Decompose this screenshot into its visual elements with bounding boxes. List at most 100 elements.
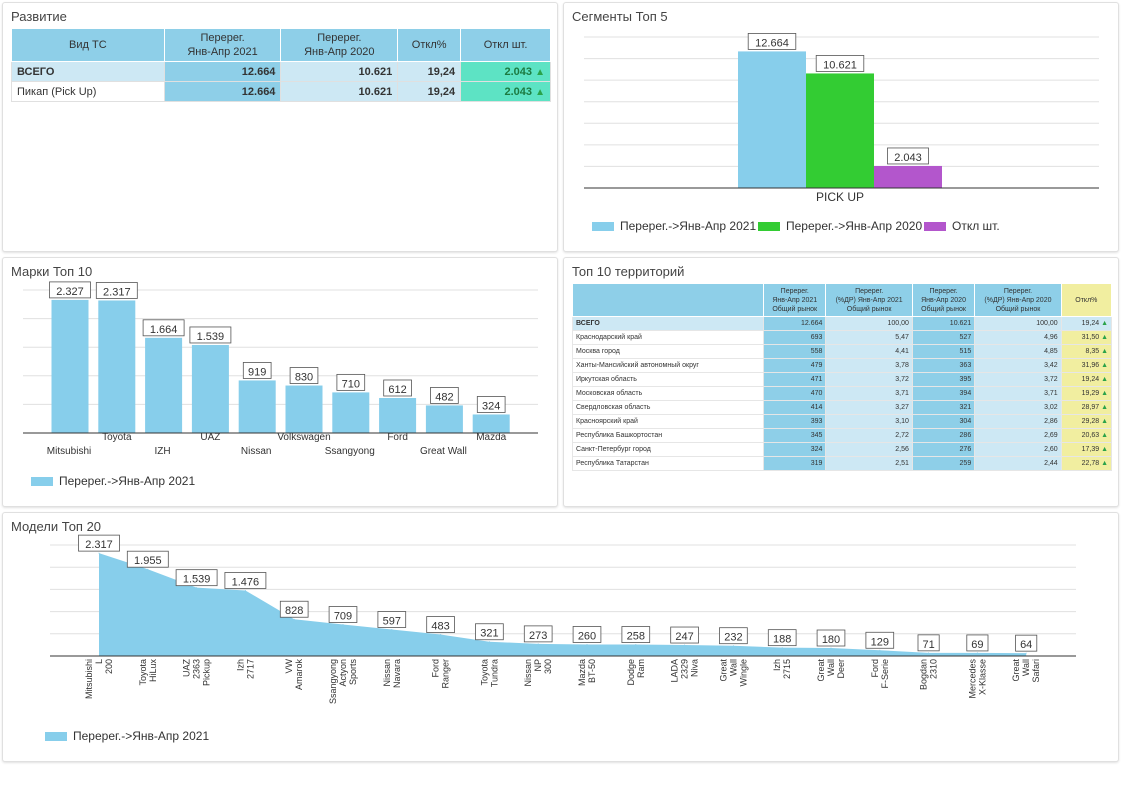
legend-label: Перерег.->Янв-Апр 2021	[620, 219, 757, 233]
cell-e: 19,24 ▲	[1060, 316, 1113, 331]
table-row[interactable]: Ханты-Мансийский автономный округ 479 3,78…	[571, 358, 1113, 373]
x-tick-label: Ford	[387, 432, 408, 443]
cell-e: 22,78 ▲	[1060, 456, 1113, 471]
segments-title: Сегменты Топ 5	[572, 9, 668, 24]
x-tick-label: UAZ	[200, 432, 220, 443]
x-tick-label: Great	[1011, 659, 1021, 682]
x-tick-label: Actyon	[338, 659, 348, 687]
cell-name: Краснодарский край	[571, 330, 765, 345]
bar	[472, 414, 510, 433]
cell-a: 345	[763, 428, 827, 443]
x-tick-label: L	[94, 659, 104, 664]
cell-diff: 2.043 ▲	[460, 81, 551, 102]
data-label-box	[78, 534, 120, 552]
data-label: 482	[435, 391, 453, 403]
cell-2020: 10.621	[280, 81, 399, 102]
data-point	[440, 634, 442, 636]
bar	[191, 344, 229, 433]
data-label-box	[572, 626, 602, 643]
cell-c: 395	[911, 372, 976, 387]
data-label-box	[189, 326, 232, 344]
col-header[interactable]: Откл шт.	[460, 28, 551, 62]
data-point	[488, 641, 490, 643]
col-header[interactable]: Перерег. Янв-Апр 2020	[280, 28, 399, 62]
table-row[interactable]: Московская область 470 3,71 394 3,71 19,29 ▲	[571, 386, 1113, 401]
row-name: ВСЕГО	[11, 61, 165, 82]
cell-e: 20,63 ▲	[1060, 428, 1113, 443]
x-tick-label-group: Great Wall Deer	[816, 659, 846, 682]
area-series	[99, 553, 1027, 656]
data-label-box	[242, 362, 272, 379]
table-row[interactable]: ВСЕГО 12.664 10.621 19,24 2.043 ▲	[11, 61, 551, 82]
cell-a: 558	[763, 344, 827, 359]
data-label: 180	[822, 634, 840, 646]
legend-swatch	[31, 476, 53, 486]
data-label-box	[126, 550, 169, 568]
col-header[interactable]	[571, 283, 765, 317]
legend-item-2021[interactable]: Перерег.->Янв-Апр 2021	[31, 474, 195, 488]
table-row[interactable]: Пикап (Pick Up) 12.664 10.621 19,24 2.04…	[11, 81, 551, 102]
bar	[98, 300, 136, 433]
data-label-box	[476, 396, 506, 413]
data-label-box	[621, 626, 651, 643]
col-header[interactable]: Перерег. Янв-Апр 2021 Общий рынок	[763, 283, 827, 317]
legend-item-2021[interactable]: Перерег.->Янв-Апр 2021	[45, 729, 209, 743]
x-tick-label: Mercedes	[967, 659, 977, 699]
col-header[interactable]: Вид ТС	[11, 28, 165, 62]
legend-item-2021[interactable]: Перерег.->Янв-Апр 2021	[592, 219, 756, 233]
x-tick-label: Great Wall	[420, 446, 467, 457]
table-row[interactable]: Республика Татарстан 319 2,51 259 2,44 22,78 …	[571, 456, 1113, 471]
data-label: 1.539	[197, 331, 225, 343]
bar	[874, 165, 942, 188]
data-label-box	[430, 387, 459, 404]
cell-d: 2,44	[974, 456, 1062, 471]
data-label-box	[279, 600, 309, 618]
cell-d: 3,72	[974, 372, 1062, 387]
x-tick-label: Pickup	[202, 659, 212, 686]
bar	[379, 397, 417, 433]
table-row[interactable]: Свердловская область 414 3,27 321 3,02 28,97 …	[571, 400, 1113, 415]
x-tick-label-group: Mercedes X-Klasse	[967, 659, 987, 699]
col-header[interactable]: Откл%	[397, 28, 462, 62]
table-row[interactable]: Красноярский край 393 3,10 304 2,86 29,28 ▲	[571, 414, 1113, 429]
diff-value: 2.043	[504, 65, 533, 78]
table-row[interactable]: Иркутская область 471 3,72 395 3,72 19,24 ▲	[571, 372, 1113, 387]
legend-item-2020[interactable]: Перерег.->Янв-Апр 2020	[758, 219, 922, 233]
table-row[interactable]: Республика Башкортостан 345 2,72 286 2,69 20,…	[571, 428, 1113, 443]
brands-panel: Марки Топ 10 2.327 Mitsubishi 2.317 Toyota 1…	[2, 257, 558, 507]
x-tick-label-group: Toyota Tundra	[479, 659, 499, 687]
col-header[interactable]: Перерег. (%ДР) Янв-Апр 2021 Общий рынок	[825, 283, 913, 317]
legend-item-diff[interactable]: Откл шт.	[924, 219, 1000, 233]
cell-name: Республика Башкортостан	[571, 428, 765, 443]
cell-b: 5,47	[825, 330, 913, 345]
x-tick-label-group: Great Wall Wingle	[718, 659, 748, 687]
table-row[interactable]: ВСЕГО 12.664 100,00 10.621 100,00 19,24 ▲	[571, 316, 1113, 331]
data-point	[196, 587, 198, 589]
col-header[interactable]: Перерег. Янв-Апр 2021	[163, 28, 282, 62]
data-label-box	[523, 625, 553, 643]
data-label-box	[767, 629, 797, 647]
data-label: 69	[971, 639, 983, 651]
data-label: 830	[295, 372, 313, 384]
cell-a: 12.664	[763, 316, 827, 331]
cell-d: 2,60	[974, 442, 1062, 457]
data-label: 129	[871, 636, 889, 648]
x-tick-label-group: VW Amarok	[284, 658, 304, 690]
table-row[interactable]: Москва город 558 4,41 515 4,85 8,35 ▲	[571, 344, 1113, 359]
arrow-up-icon: ▲	[1099, 334, 1108, 341]
cell-c: 259	[911, 456, 976, 471]
cell-name: Московская область	[571, 386, 765, 401]
col-header[interactable]: Перерег. Янв-Апр 2020 Общий рынок	[911, 283, 976, 317]
table-row[interactable]: Санкт-Петербург город 324 2,56 276 2,60 17,39…	[571, 442, 1113, 457]
table-row[interactable]: Краснодарский край 693 5,47 527 4,96 31,50 ▲	[571, 330, 1113, 345]
data-point	[830, 647, 832, 649]
x-tick-label: Mazda	[476, 432, 506, 443]
cell-c: 394	[911, 386, 976, 401]
data-label-box	[865, 631, 895, 649]
data-label: 1.955	[134, 555, 162, 567]
x-tick-label: PICK UP	[816, 190, 864, 204]
col-header[interactable]: Перерег. (%ДР) Янв-Апр 2020 Общий рынок	[974, 283, 1062, 317]
col-header[interactable]: Откл%	[1060, 283, 1113, 317]
x-tick-label: Toyota	[102, 432, 132, 443]
legend-swatch	[758, 221, 780, 231]
